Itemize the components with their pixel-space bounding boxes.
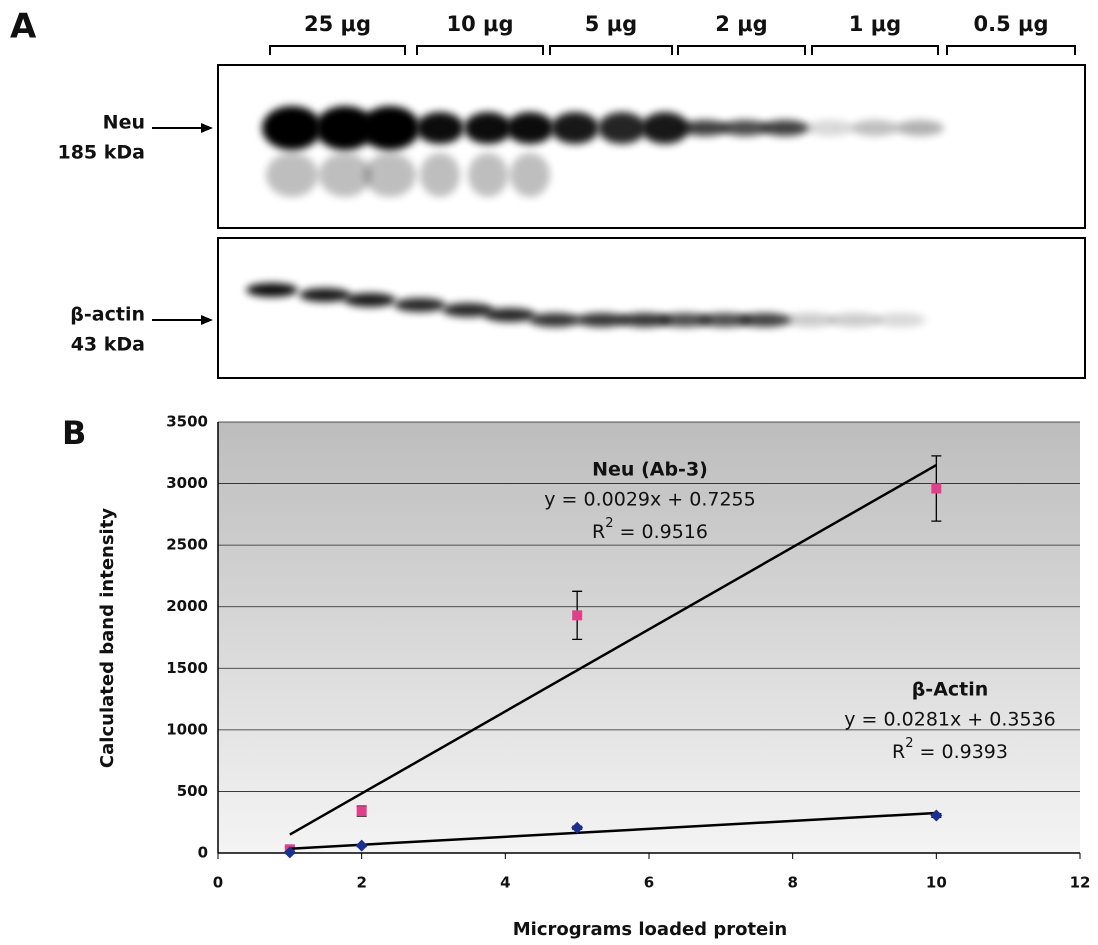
trendline (289, 811, 937, 850)
band (598, 112, 646, 144)
band-smear (510, 153, 550, 197)
data-point (571, 821, 584, 834)
band-smear (319, 153, 371, 197)
lane-group-label: 5 μg (585, 12, 637, 36)
data-point (355, 839, 368, 852)
x-tick-label: 4 (500, 874, 510, 892)
band-smear (364, 153, 416, 197)
r-sup: 2 (605, 516, 613, 531)
band (442, 303, 494, 317)
bracket (269, 45, 406, 55)
band (806, 120, 854, 136)
bracket (677, 45, 806, 55)
y-tick-label: 3500 (166, 413, 208, 431)
r-squared: R2 = 0.9516 (592, 516, 708, 543)
lane-group-label: 10 μg (446, 12, 513, 36)
bracket (549, 45, 673, 55)
y-tick-label: 3000 (166, 474, 208, 492)
plot-area (218, 422, 1080, 853)
band-smear (468, 153, 508, 197)
x-tick-label: 10 (926, 874, 947, 892)
lane-group-label: 2 μg (715, 12, 767, 36)
arrow-head (201, 123, 213, 133)
band (344, 293, 396, 307)
x-tick-label: 12 (1070, 874, 1091, 892)
blot-name: Neu (103, 112, 145, 134)
band (246, 283, 298, 297)
data-point (356, 806, 367, 817)
equation: y = 0.0029x + 0.7255 (544, 489, 755, 511)
band (784, 313, 836, 327)
band (299, 288, 351, 302)
lane-group-label: 0.5 μg (974, 12, 1049, 36)
band (851, 120, 899, 136)
x-tick-label: 2 (356, 874, 366, 892)
panel-label: A (10, 7, 37, 47)
bracket (946, 45, 1076, 55)
band (659, 313, 711, 327)
panel-label: B (62, 414, 86, 452)
band (416, 112, 464, 144)
band-smear (266, 153, 318, 197)
blot-size: 43 kDa (71, 334, 145, 356)
band (874, 313, 926, 327)
band (576, 313, 628, 327)
lane-group-label: 25 μg (304, 12, 371, 36)
blot-frame (217, 237, 1086, 379)
band (551, 112, 599, 144)
trendline (289, 464, 937, 836)
blot-frame (217, 64, 1086, 229)
r-value: = 0.9393 (914, 741, 1008, 763)
band (896, 120, 944, 136)
x-tick-label: 8 (787, 874, 797, 892)
x-axis-title: Micrograms loaded protein (513, 919, 788, 940)
blot-size: 185 kDa (57, 142, 145, 164)
x-tick-label: 6 (644, 874, 654, 892)
r-sup: 2 (905, 736, 913, 751)
r-base: R (892, 741, 905, 763)
band (681, 120, 729, 136)
band (761, 120, 809, 136)
band (464, 112, 512, 144)
r-value: = 0.9516 (614, 521, 708, 543)
band (360, 106, 420, 150)
band (506, 112, 554, 144)
band (315, 106, 375, 150)
blot-name: β-actin (70, 304, 145, 326)
band (262, 106, 322, 150)
series-name: Neu (Ab-3) (592, 459, 708, 481)
band (529, 313, 581, 327)
band (484, 308, 536, 322)
y-axis-title: Calculated band intensity (97, 508, 118, 768)
band (619, 313, 671, 327)
band (739, 313, 791, 327)
lane-group-label: 1 μg (849, 12, 901, 36)
band (829, 313, 881, 327)
series-name: β-Actin (912, 679, 989, 701)
arrow-head (201, 315, 213, 325)
x-tick-label: 0 (213, 874, 223, 892)
blot-bands (246, 106, 944, 327)
r-base: R (592, 521, 605, 543)
data-point (283, 846, 296, 859)
data-point (572, 610, 583, 621)
y-tick-label: 0 (198, 844, 208, 862)
y-tick-label: 1500 (166, 659, 208, 677)
bracket (811, 45, 939, 55)
data-point (931, 483, 942, 494)
band (394, 298, 446, 312)
equation: y = 0.0281x + 0.3536 (844, 709, 1055, 731)
y-tick-label: 1000 (166, 720, 208, 738)
band (641, 112, 689, 144)
y-tick-label: 500 (177, 782, 208, 800)
band-smear (420, 153, 460, 197)
band (699, 313, 751, 327)
y-tick-label: 2500 (166, 536, 208, 554)
data-point (930, 809, 943, 822)
y-tick-label: 2000 (166, 597, 208, 615)
r-squared: R2 = 0.9393 (892, 736, 1008, 763)
bracket (416, 45, 544, 55)
band (721, 120, 769, 136)
